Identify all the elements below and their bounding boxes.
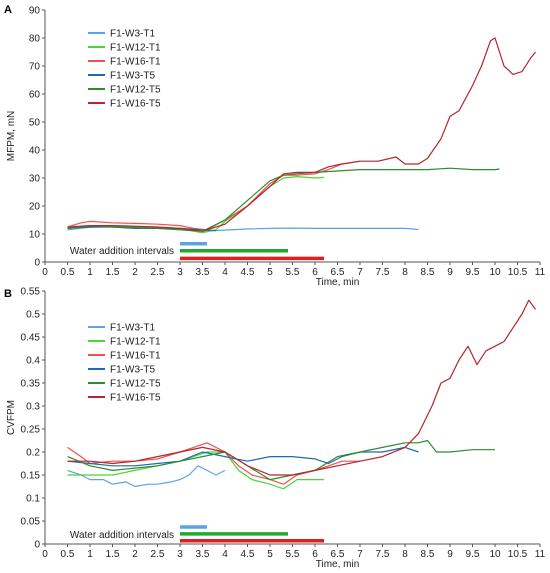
y-tick-label: 0 [34, 258, 40, 269]
x-tick-label: 7.5 [376, 549, 390, 560]
panel-label: A [4, 4, 12, 16]
y-tick-label: 0.1 [26, 494, 40, 505]
x-tick-label: 10 [489, 549, 501, 560]
x-tick-label: 8 [402, 267, 408, 278]
y-tick-label: 40 [29, 146, 41, 157]
x-tick-label: 10.5 [508, 267, 528, 278]
legend-entry: F1-W3-T1 [110, 323, 155, 334]
y-tick-label: 0.15 [21, 471, 41, 482]
x-tick-label: 3.5 [196, 267, 210, 278]
y-tick-label: 60 [29, 90, 41, 101]
x-tick-label: 5.5 [286, 267, 300, 278]
series-line-f1-w12-t1 [67, 176, 325, 234]
series-line-f1-w12-t5 [67, 439, 495, 481]
water-interval-label: Water addition intervals [70, 246, 174, 257]
x-tick-label: 7 [357, 549, 363, 560]
panel-label: B [4, 288, 12, 300]
y-tick-label: 0.45 [21, 333, 41, 344]
legend-entry: F1-W16-T5 [110, 393, 161, 404]
x-tick-label: 2.5 [151, 549, 165, 560]
x-tick-label: 8.5 [421, 549, 435, 560]
y-tick-label: 0.25 [21, 425, 41, 436]
x-tick-label: 10 [489, 267, 501, 278]
series-line-f1-w3-t1 [67, 465, 226, 488]
y-tick-label: 50 [29, 118, 41, 129]
legend-entry: F1-W12-T1 [110, 43, 161, 54]
x-tick-label: 0.5 [61, 549, 75, 560]
x-tick-label: 6.5 [331, 549, 345, 560]
legend-entry: F1-W12-T5 [110, 85, 161, 96]
water-interval-label: Water addition intervals [70, 530, 174, 541]
series-line-f1-w3-t5 [67, 446, 419, 467]
legend-entry: F1-W12-T1 [110, 337, 161, 348]
x-tick-label: 11 [535, 549, 546, 560]
series-line-f1-w16-t5 [67, 299, 536, 476]
x-tick-label: 4.5 [241, 267, 255, 278]
x-tick-label: 2 [132, 549, 138, 560]
y-tick-label: 80 [29, 34, 41, 45]
y-tick-label: 0.2 [26, 448, 40, 459]
series-line-f1-w12-t5 [67, 167, 500, 232]
legend-entry: F1-W3-T5 [110, 71, 155, 82]
x-tick-label: 5 [267, 267, 273, 278]
x-tick-label: 9 [447, 549, 453, 560]
legend-entry: F1-W16-T1 [110, 351, 161, 362]
x-tick-label: 1.5 [106, 549, 120, 560]
x-tick-label: 2 [132, 267, 138, 278]
y-tick-label: 0.05 [21, 517, 41, 528]
x-tick-label: 7 [357, 267, 363, 278]
x-tick-label: 5.5 [286, 549, 300, 560]
legend-entry: F1-W3-T1 [110, 29, 155, 40]
y-tick-label: 0.55 [21, 287, 41, 298]
y-tick-label: 0.35 [21, 379, 41, 390]
y-tick-label: 70 [29, 62, 41, 73]
x-tick-label: 5 [267, 549, 273, 560]
x-axis-label: Time, min [316, 559, 360, 570]
x-tick-label: 11 [535, 267, 546, 278]
legend-entry: F1-W16-T1 [110, 57, 161, 68]
x-tick-label: 0 [42, 267, 48, 278]
y-tick-label: 0.4 [26, 356, 40, 367]
x-tick-label: 0.5 [61, 267, 75, 278]
x-tick-label: 3 [177, 267, 183, 278]
x-tick-label: 3.5 [196, 549, 210, 560]
x-tick-label: 4.5 [241, 549, 255, 560]
legend-entry: F1-W3-T5 [110, 365, 155, 376]
chart-panel-a: A 0 0.5 1 1.5 2 2.5 3 3.5 4 4.5 5 5.5 6 6.5 7 7.5 8 8.5 9 9.… [4, 4, 546, 288]
legend-entry: F1-W16-T5 [110, 99, 161, 110]
legend-entry: F1-W12-T5 [110, 379, 161, 390]
x-tick-label: 8.5 [421, 267, 435, 278]
x-tick-label: 4 [222, 267, 228, 278]
x-tick-label: 6 [312, 267, 318, 278]
y-axis-label: CVFPM [6, 400, 17, 435]
x-tick-label: 8 [402, 549, 408, 560]
y-tick-label: 30 [29, 174, 41, 185]
x-tick-label: 9.5 [466, 267, 480, 278]
x-tick-label: 2.5 [151, 267, 165, 278]
x-tick-label: 3 [177, 549, 183, 560]
y-tick-label: 0.3 [26, 402, 40, 413]
x-tick-label: 0 [42, 549, 48, 560]
x-tick-label: 9 [447, 267, 453, 278]
x-tick-label: 1.5 [106, 267, 120, 278]
y-tick-label: 0 [34, 540, 40, 551]
x-tick-label: 7.5 [376, 267, 390, 278]
y-tick-label: 90 [29, 6, 41, 17]
x-tick-label: 9.5 [466, 549, 480, 560]
y-axis-label: MFPM, mN [6, 111, 17, 162]
x-tick-label: 10.5 [508, 549, 528, 560]
x-tick-label: 6.5 [331, 267, 345, 278]
x-tick-label: 1 [87, 549, 93, 560]
y-tick-label: 0.5 [26, 310, 40, 321]
x-axis-label: Time, min [316, 277, 360, 288]
chart-panel-b: B 0 0.5 1 1.5 2 2.5 3 3.5 4 4.5 5 5.5 6 6.5 7 7.5 8 8.5 9 9.… [4, 287, 546, 571]
x-tick-label: 6 [312, 549, 318, 560]
y-tick-label: 10 [29, 230, 41, 241]
x-tick-label: 1 [87, 267, 93, 278]
series-line-f1-w16-t5 [67, 37, 536, 232]
x-tick-label: 4 [222, 549, 228, 560]
y-tick-label: 20 [29, 202, 41, 213]
series-line-f1-w12-t1 [67, 451, 324, 490]
